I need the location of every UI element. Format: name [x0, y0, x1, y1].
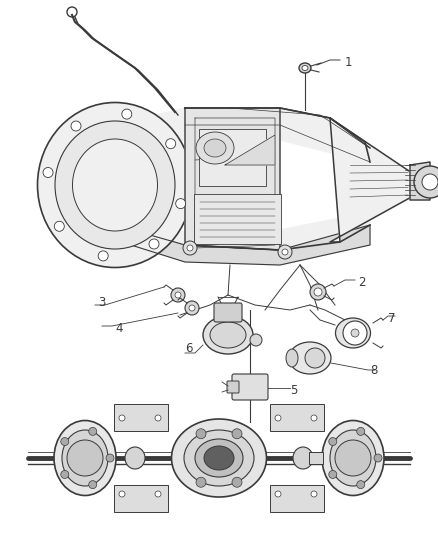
Ellipse shape	[195, 439, 243, 477]
Ellipse shape	[73, 139, 158, 231]
Text: 4: 4	[115, 321, 123, 335]
Circle shape	[119, 415, 125, 421]
Circle shape	[67, 440, 103, 476]
Polygon shape	[225, 135, 275, 165]
FancyBboxPatch shape	[114, 404, 168, 431]
FancyBboxPatch shape	[232, 374, 268, 400]
FancyBboxPatch shape	[214, 303, 242, 322]
Ellipse shape	[210, 322, 246, 348]
Ellipse shape	[38, 102, 192, 268]
Circle shape	[183, 241, 197, 255]
Circle shape	[155, 491, 161, 497]
Circle shape	[275, 491, 281, 497]
Circle shape	[196, 477, 206, 487]
Polygon shape	[185, 108, 280, 250]
Ellipse shape	[293, 447, 313, 469]
FancyBboxPatch shape	[114, 485, 168, 512]
Circle shape	[122, 109, 132, 119]
Ellipse shape	[125, 447, 145, 469]
Circle shape	[329, 438, 337, 446]
Circle shape	[357, 481, 365, 489]
Circle shape	[166, 139, 176, 149]
Circle shape	[89, 427, 97, 435]
Ellipse shape	[299, 63, 311, 73]
Ellipse shape	[62, 430, 108, 486]
Text: 5: 5	[290, 384, 297, 397]
Polygon shape	[410, 162, 430, 200]
Circle shape	[149, 239, 159, 249]
Circle shape	[314, 288, 322, 296]
Ellipse shape	[286, 349, 298, 367]
Circle shape	[310, 284, 326, 300]
FancyBboxPatch shape	[227, 381, 239, 393]
Circle shape	[189, 305, 195, 311]
Text: 7: 7	[388, 311, 396, 325]
Ellipse shape	[322, 421, 384, 496]
Circle shape	[414, 166, 438, 198]
Ellipse shape	[330, 430, 376, 486]
FancyBboxPatch shape	[309, 452, 323, 464]
Circle shape	[43, 167, 53, 177]
Circle shape	[176, 199, 186, 208]
Circle shape	[185, 301, 199, 315]
Circle shape	[232, 429, 242, 439]
FancyBboxPatch shape	[199, 129, 266, 186]
Circle shape	[71, 121, 81, 131]
Polygon shape	[115, 108, 370, 250]
Circle shape	[275, 415, 281, 421]
Circle shape	[343, 321, 367, 345]
Circle shape	[357, 427, 365, 435]
Text: 1: 1	[345, 55, 353, 69]
Circle shape	[329, 471, 337, 479]
Circle shape	[54, 221, 64, 231]
Ellipse shape	[336, 318, 371, 348]
Text: 3: 3	[98, 295, 106, 309]
Circle shape	[305, 348, 325, 368]
Circle shape	[171, 288, 185, 302]
Ellipse shape	[204, 139, 226, 157]
Circle shape	[175, 292, 181, 298]
Circle shape	[89, 481, 97, 489]
Circle shape	[351, 329, 359, 337]
Circle shape	[278, 245, 292, 259]
Circle shape	[311, 415, 317, 421]
Polygon shape	[330, 118, 415, 242]
Text: 8: 8	[370, 364, 378, 376]
Circle shape	[250, 334, 262, 346]
Circle shape	[282, 249, 288, 255]
Text: 2: 2	[358, 276, 365, 288]
Circle shape	[61, 471, 69, 479]
Circle shape	[119, 491, 125, 497]
Ellipse shape	[302, 66, 308, 70]
Circle shape	[196, 429, 206, 439]
FancyBboxPatch shape	[194, 194, 281, 244]
Circle shape	[335, 440, 371, 476]
FancyBboxPatch shape	[270, 404, 324, 431]
FancyBboxPatch shape	[270, 485, 324, 512]
Ellipse shape	[172, 419, 266, 497]
Ellipse shape	[184, 430, 254, 486]
Ellipse shape	[289, 342, 331, 374]
Circle shape	[374, 454, 382, 462]
Ellipse shape	[196, 132, 234, 164]
Circle shape	[311, 491, 317, 497]
Circle shape	[155, 415, 161, 421]
Circle shape	[232, 477, 242, 487]
Ellipse shape	[55, 121, 175, 249]
Polygon shape	[115, 225, 370, 265]
Circle shape	[187, 245, 193, 251]
Circle shape	[98, 251, 108, 261]
Ellipse shape	[204, 446, 234, 470]
Ellipse shape	[203, 316, 253, 354]
Circle shape	[106, 454, 114, 462]
Ellipse shape	[54, 421, 116, 496]
Text: 6: 6	[185, 342, 192, 354]
Circle shape	[422, 174, 438, 190]
Circle shape	[61, 438, 69, 446]
